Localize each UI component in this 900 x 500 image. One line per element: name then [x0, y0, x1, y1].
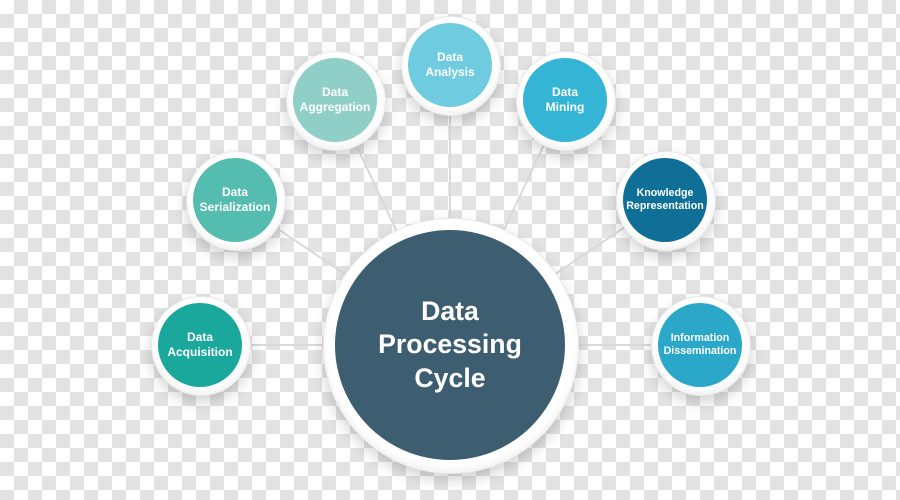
node-label: DataAggregation: [300, 85, 371, 115]
node-knowledge: KnowledgeRepresentation: [623, 158, 707, 242]
hub-circle: DataProcessingCycle: [335, 230, 565, 460]
node-analysis: DataAnalysis: [408, 23, 492, 107]
node-label: DataAcquisition: [167, 330, 232, 360]
node-label: InformationDissemination: [664, 332, 737, 359]
node-mining: DataMining: [523, 58, 607, 142]
node-label: KnowledgeRepresentation: [626, 187, 704, 214]
node-dissemination: InformationDissemination: [658, 303, 742, 387]
node-label: DataAnalysis: [425, 50, 474, 80]
hub-label: DataProcessingCycle: [378, 295, 522, 395]
node-aggregation: DataAggregation: [293, 58, 377, 142]
diagram-stage: DataProcessingCycle DataAcquisition Data…: [0, 0, 900, 500]
node-label: DataSerialization: [200, 185, 271, 215]
node-serialization: DataSerialization: [193, 158, 277, 242]
node-label: DataMining: [546, 85, 585, 115]
node-acquisition: DataAcquisition: [158, 303, 242, 387]
